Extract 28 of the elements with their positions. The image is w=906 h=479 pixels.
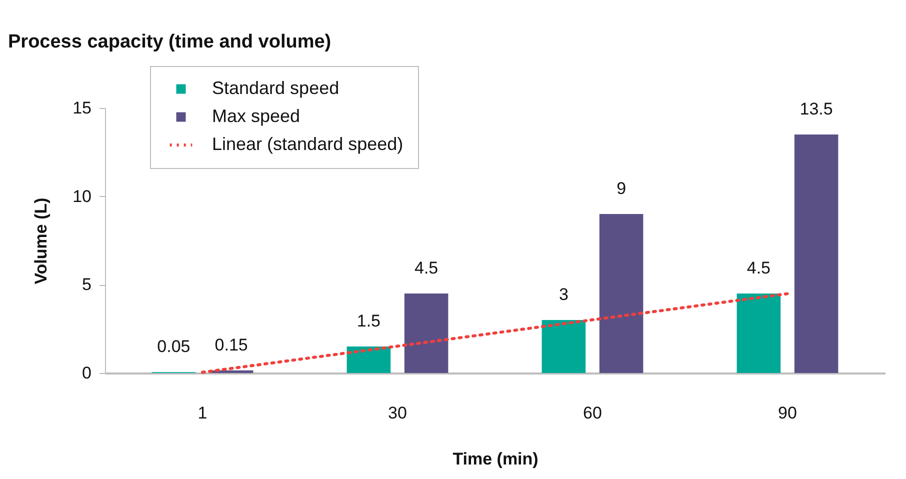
bar bbox=[542, 320, 586, 373]
bar bbox=[794, 134, 838, 373]
x-tick-label: 90 bbox=[778, 404, 797, 422]
x-tick-label: 1 bbox=[198, 404, 208, 422]
legend-label: Standard speed bbox=[212, 78, 340, 98]
legend-label: Linear (standard speed) bbox=[212, 134, 404, 154]
y-tick-label: 5 bbox=[82, 275, 92, 294]
bar bbox=[599, 214, 644, 373]
bar bbox=[346, 346, 391, 373]
x-tick-label: 30 bbox=[388, 404, 407, 422]
y-tick-label: 10 bbox=[72, 186, 92, 206]
y-axis-title: Volume (L) bbox=[32, 198, 51, 284]
x-axis-title: Time (min) bbox=[452, 450, 538, 468]
bar bbox=[404, 294, 448, 373]
data-label: 13.5 bbox=[800, 100, 833, 118]
data-label: 1.5 bbox=[356, 312, 381, 330]
data-label: 0.05 bbox=[157, 337, 190, 356]
data-label: 4.5 bbox=[414, 258, 438, 278]
bar bbox=[736, 294, 781, 373]
chart-title: Process capacity (time and volume) bbox=[8, 32, 332, 52]
legend-label: Max speed bbox=[212, 106, 300, 126]
data-label: 0.15 bbox=[214, 335, 248, 354]
data-label: 3 bbox=[558, 285, 568, 304]
y-tick-label: 15 bbox=[72, 98, 92, 118]
x-tick-label: 60 bbox=[583, 404, 602, 422]
data-label: 4.5 bbox=[746, 258, 771, 278]
y-tick-label: 0 bbox=[82, 364, 92, 382]
data-label: 9 bbox=[616, 179, 626, 198]
